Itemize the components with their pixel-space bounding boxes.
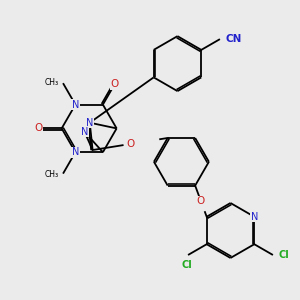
Text: Cl: Cl (182, 260, 192, 270)
Text: O: O (197, 196, 205, 206)
Text: CH₃: CH₃ (45, 78, 59, 87)
Text: O: O (110, 80, 119, 89)
Text: N: N (72, 100, 79, 110)
Text: O: O (126, 139, 134, 149)
Text: CH₃: CH₃ (45, 170, 59, 179)
Text: CN: CN (225, 34, 242, 44)
Text: N: N (250, 212, 258, 222)
Text: O: O (34, 123, 42, 134)
Text: N: N (86, 118, 93, 128)
Text: N: N (81, 127, 88, 137)
Text: Cl: Cl (278, 250, 289, 260)
Text: N: N (72, 147, 79, 157)
